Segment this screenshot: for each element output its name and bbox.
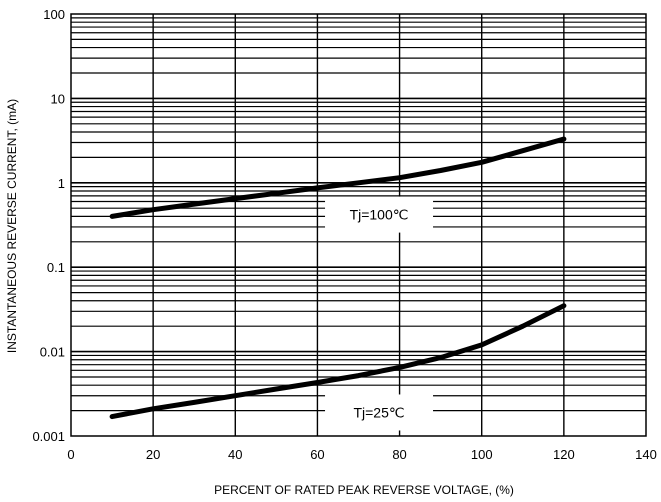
y-tick-labels: 0.001 0.01 0.1 1 10 100 bbox=[32, 7, 65, 444]
series-labels: Tj=100℃ Tj=25℃ bbox=[325, 196, 434, 431]
x-tick-label: 40 bbox=[228, 447, 242, 462]
y-tick-label: 0.01 bbox=[40, 345, 65, 360]
x-tick-labels: 0 20 40 60 80 100 120 140 bbox=[67, 447, 656, 462]
x-tick-label: 0 bbox=[67, 447, 74, 462]
y-axis-label: INSTANTANEOUS REVERSE CURRENT, (mA) bbox=[5, 99, 19, 353]
series-lines bbox=[109, 136, 567, 420]
x-tick-label: 140 bbox=[635, 447, 657, 462]
grid-lines bbox=[71, 14, 646, 436]
series-line-tj-100 bbox=[109, 136, 567, 219]
y-tick-label: 0.1 bbox=[47, 260, 65, 275]
series-line-tj-25 bbox=[109, 303, 567, 420]
x-tick-label: 100 bbox=[471, 447, 493, 462]
plot-frame bbox=[70, 13, 647, 437]
y-tick-label: 10 bbox=[51, 91, 65, 106]
series-label-box bbox=[325, 196, 434, 233]
x-tick-label: 80 bbox=[392, 447, 406, 462]
y-tick-label: 0.001 bbox=[32, 429, 65, 444]
x-axis-label: PERCENT OF RATED PEAK REVERSE VOLTAGE, (… bbox=[214, 483, 514, 497]
series-label-tj-25: Tj=25℃ bbox=[353, 404, 404, 420]
x-tick-label: 120 bbox=[553, 447, 575, 462]
x-tick-label: 60 bbox=[310, 447, 324, 462]
y-tick-label: 1 bbox=[58, 176, 65, 191]
x-tick-label: 20 bbox=[146, 447, 160, 462]
y-tick-label: 100 bbox=[43, 7, 65, 22]
series-label-tj-100: Tj=100℃ bbox=[350, 207, 409, 223]
series-label-box bbox=[325, 394, 434, 431]
